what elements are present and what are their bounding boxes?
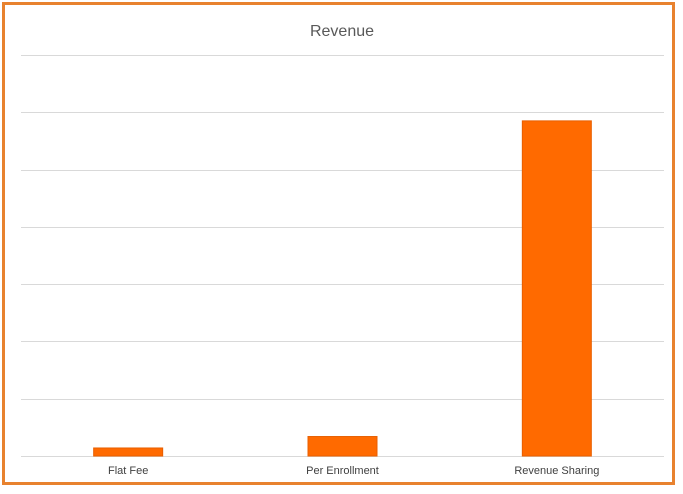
revenue-bar-chart: Revenue Flat Fee Per Enrollment Revenue Sh… (21, 23, 664, 477)
bar-flat-fee (93, 447, 164, 457)
bar-revenue-sharing (521, 120, 592, 457)
x-tick-label: Flat Fee (108, 465, 148, 477)
x-axis-labels: Flat Fee Per Enrollment Revenue Sharing (108, 465, 599, 477)
bars (93, 120, 592, 457)
chart-title: Revenue (310, 23, 374, 40)
x-tick-label: Per Enrollment (306, 465, 379, 477)
bar-per-enrollment (307, 436, 378, 457)
x-tick-label: Revenue Sharing (514, 465, 599, 477)
gridlines (21, 55, 664, 457)
chart-frame: Revenue Flat Fee Per Enrollment Revenue Sh… (2, 2, 675, 485)
